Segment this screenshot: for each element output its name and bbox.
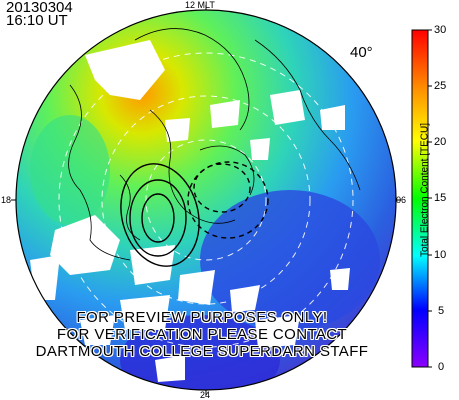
colorbar-title: Total Electron Content [TECU] xyxy=(419,123,431,257)
watermark-line: DARTMOUTH COLLEGE SUPERDARN STAFF xyxy=(35,343,369,360)
mlt-label-bottom: 24 xyxy=(200,390,211,400)
convection-contours xyxy=(120,161,269,267)
latitude-grid xyxy=(58,52,354,348)
colorbar-tick-label: 25 xyxy=(434,80,447,92)
latitude-label: 40° xyxy=(350,44,373,61)
mlt-label-right: 06 xyxy=(396,195,407,205)
colorbar-tick-label: 10 xyxy=(434,249,447,261)
date-label: 20130304 xyxy=(6,0,73,16)
preview-watermark: FOR PREVIEW PURPOSES ONLY! FOR VERIFICAT… xyxy=(32,309,372,360)
time-label: 16:10 UT xyxy=(6,12,68,29)
watermark-line: FOR PREVIEW PURPOSES ONLY! xyxy=(76,309,328,326)
coastlines xyxy=(68,28,361,261)
mlt-ticks xyxy=(11,5,401,395)
colorbar-tick-label: 5 xyxy=(438,305,445,317)
colorbar-ticks xyxy=(428,29,432,368)
mlt-label-top: 12 MLT xyxy=(185,0,215,10)
colorbar-tick-label: 30 xyxy=(434,24,447,36)
colorbar-tick-label: 20 xyxy=(434,136,447,148)
mlt-label-left: 18 xyxy=(1,195,12,205)
colorbar-tick-label: 0 xyxy=(438,361,445,373)
watermark-line: FOR VERIFICATION PLEASE CONTACT xyxy=(56,326,348,343)
colorbar-tick-label: 15 xyxy=(434,192,447,204)
